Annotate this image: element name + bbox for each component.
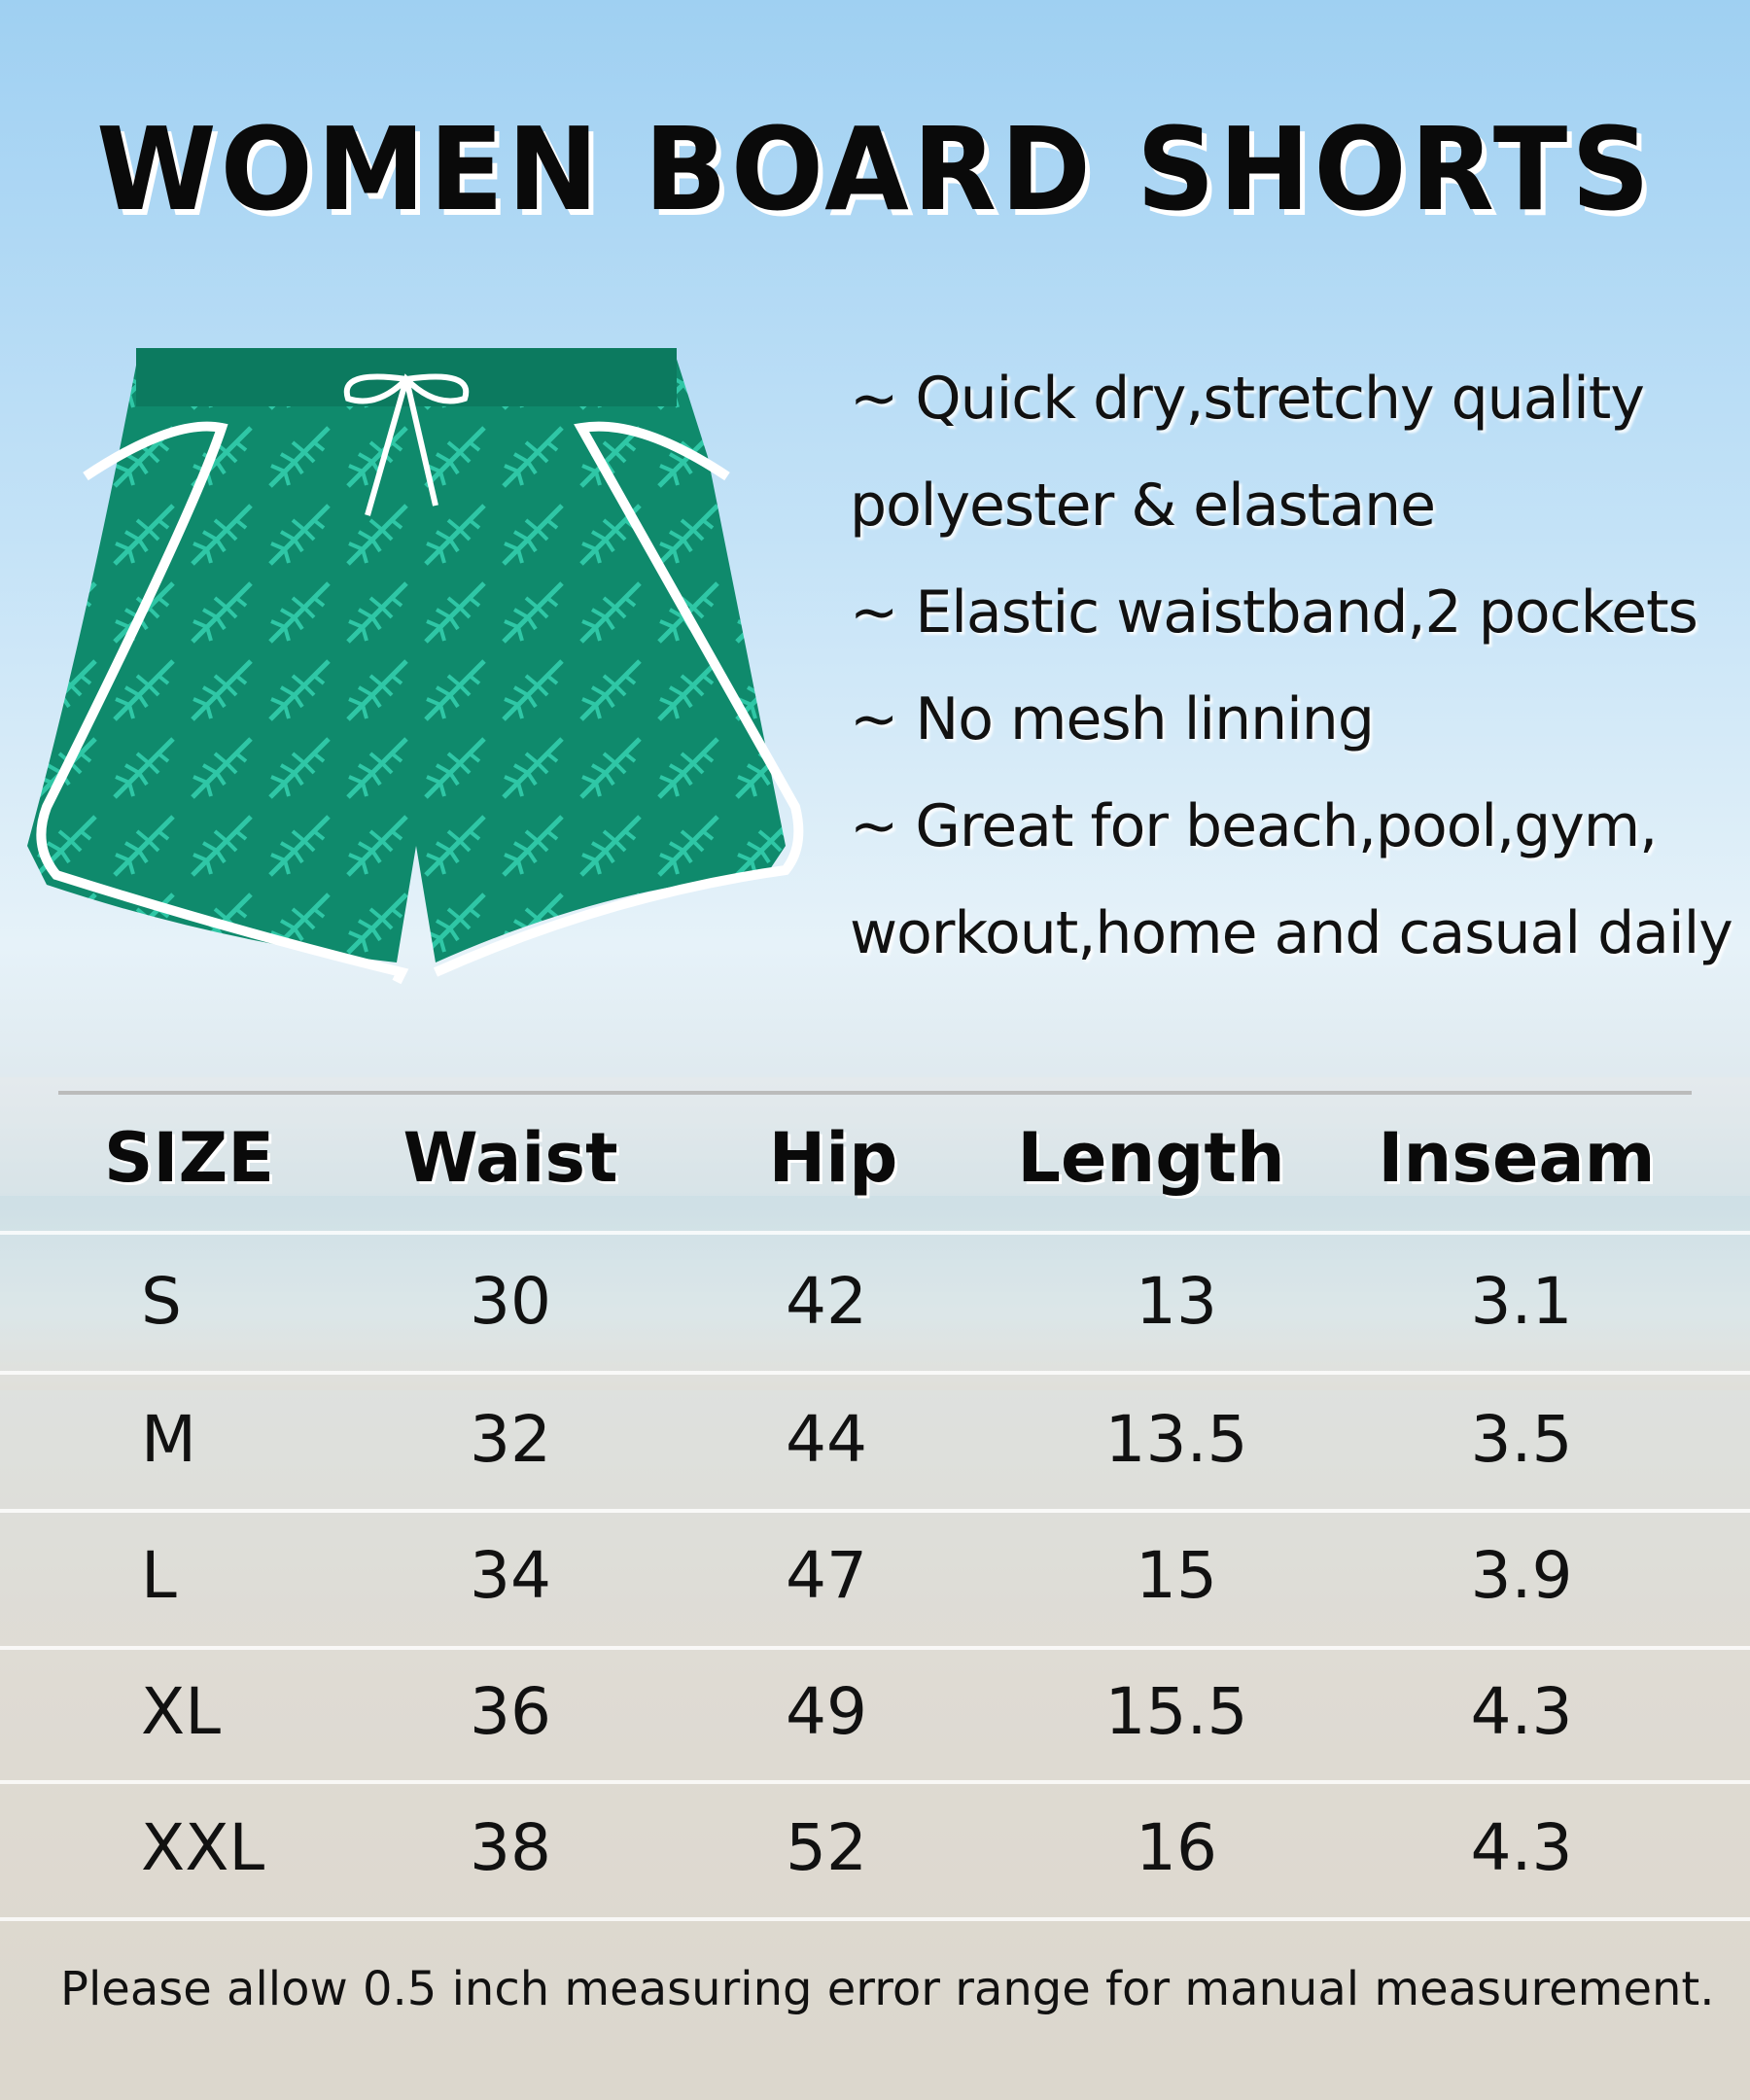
header-inseam: Inseam [1378,1118,1656,1198]
table-cell: 49 [786,1674,867,1749]
feature-item: ~ Quick dry,stretchy quality [850,365,1645,433]
table-cell: 47 [786,1538,867,1613]
size-label: XL [141,1674,221,1749]
footnote: Please allow 0.5 inch measuring error ra… [60,1962,1715,2016]
header-waist: Waist [402,1118,618,1198]
row-divider [0,1917,1750,1921]
table-cell: 52 [786,1810,867,1885]
feature-item: ~ No mesh linning [850,685,1375,753]
feature-item: ~ Elastic waistband,2 pockets [850,578,1698,647]
table-cell: 3.9 [1470,1538,1573,1613]
size-label: L [141,1538,177,1613]
table-cell: 42 [786,1264,867,1339]
row-divider [0,1646,1750,1650]
page-title: WOMEN BOARD SHORTS [96,103,1654,237]
feature-item: polyester & elastane [850,472,1436,540]
size-table [0,1077,1750,2100]
table-cell: 16 [1136,1810,1217,1885]
table-cell: 15.5 [1104,1674,1248,1749]
table-cell: 4.3 [1470,1810,1573,1885]
board-shorts-image [27,348,804,985]
feature-item: workout,home and casual daily [850,899,1733,967]
beach-background [0,1196,1750,1390]
table-cell: 13.5 [1104,1402,1248,1477]
header-hip: Hip [768,1118,898,1198]
table-cell: 44 [786,1402,867,1477]
feature-item: ~ Great for beach,pool,gym, [850,792,1658,860]
table-cell: 38 [470,1810,551,1885]
table-cell: 32 [470,1402,551,1477]
size-label: XXL [141,1810,265,1885]
divider [58,1091,1692,1095]
table-cell: 13 [1136,1264,1217,1339]
row-divider [0,1780,1750,1784]
table-cell: 34 [470,1538,551,1613]
row-divider [0,1231,1750,1235]
size-label: S [141,1264,182,1339]
row-divider [0,1509,1750,1513]
header-length: Length [1017,1118,1285,1198]
row-divider [0,1371,1750,1375]
table-cell: 4.3 [1470,1674,1573,1749]
header-size: SIZE [104,1118,275,1198]
table-cell: 3.5 [1470,1402,1573,1477]
table-cell: 3.1 [1470,1264,1573,1339]
table-cell: 36 [470,1674,551,1749]
table-cell: 30 [470,1264,551,1339]
size-label: M [141,1402,196,1477]
feature-list: ~ Quick dry,stretchy quality polyester &… [850,345,1744,987]
table-cell: 15 [1136,1538,1217,1613]
